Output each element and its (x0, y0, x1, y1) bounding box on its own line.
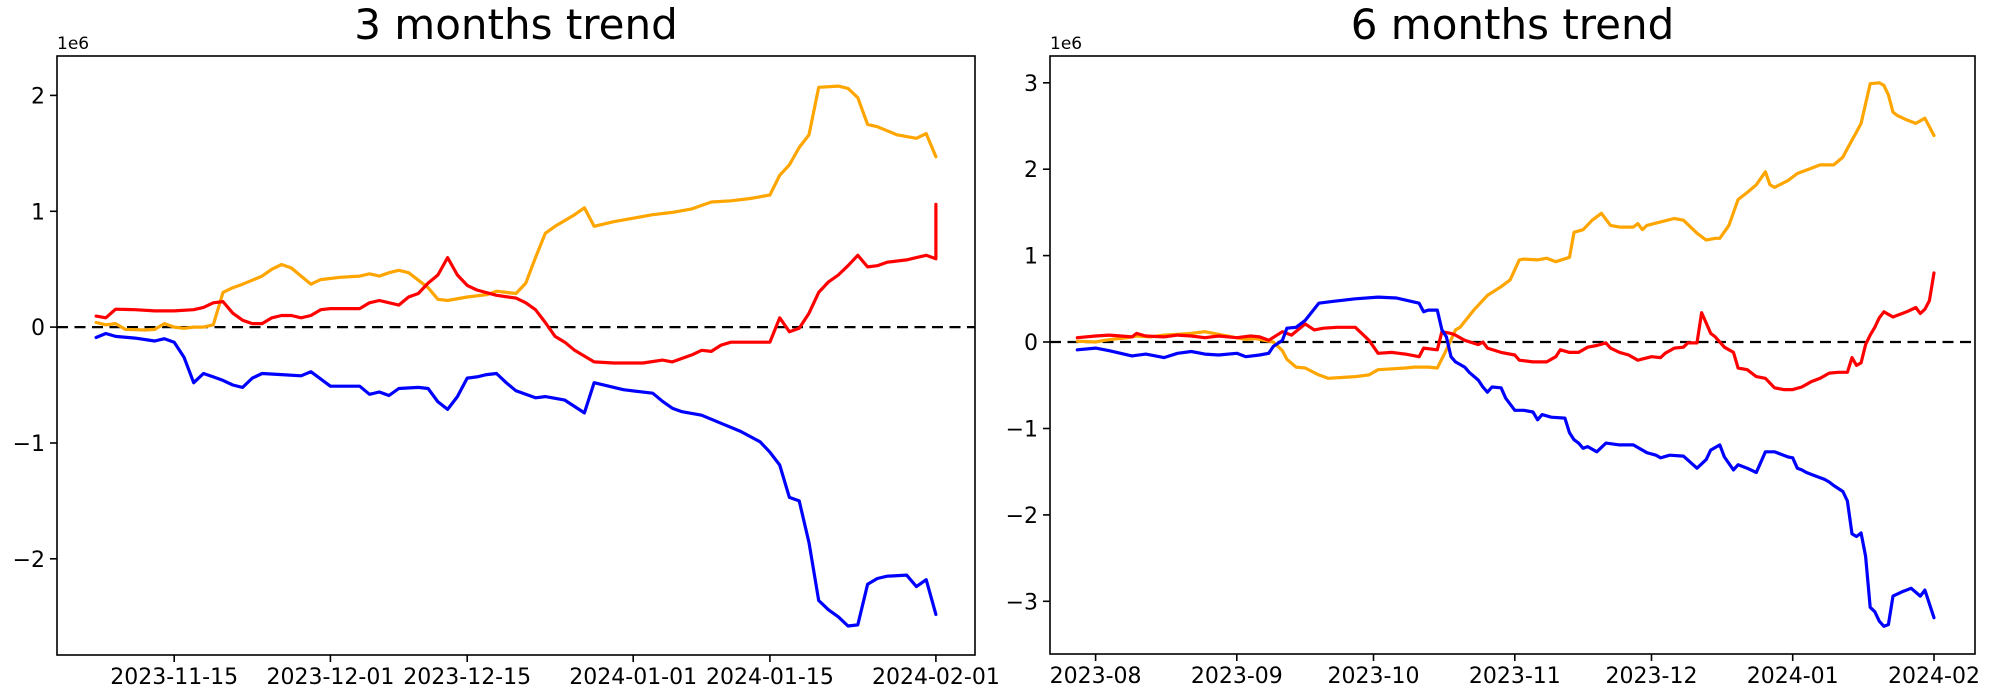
x-tick-label-6m: 2023-12 (1606, 664, 1698, 689)
x-tick-label-3m: 2023-12-15 (403, 665, 531, 690)
x-tick-label-3m: 2024-02-01 (872, 665, 1000, 690)
y-tick-label-6m: −3 (1006, 590, 1038, 615)
y-tick-label-3m: 2 (31, 84, 45, 109)
series-line-blue-3m (94, 331, 938, 628)
x-tick-label-6m: 2024-01 (1747, 664, 1839, 689)
y-tick-label-6m: 1 (1024, 245, 1038, 270)
series-line-red-6m (1075, 271, 1936, 392)
y-axis-offset-label-3-months: 1e6 (57, 34, 90, 54)
y-tick-label-3m: −2 (13, 548, 45, 573)
series-line-blue-6m (1075, 295, 1936, 628)
y-axis-offset-label-6-months: 1e6 (1050, 34, 1083, 54)
y-tick-label-3m: −1 (13, 432, 45, 457)
series-line-red-3m (94, 202, 938, 365)
y-tick-label-3m: 1 (31, 200, 45, 225)
x-tick-label-3m: 2024-01-01 (569, 665, 697, 690)
chart-title-6-months: 6 months trend (1350, 0, 1675, 49)
x-tick-label-3m: 2023-11-15 (110, 665, 238, 690)
y-tick-label-6m: 2 (1024, 158, 1038, 183)
x-tick-label-6m: 2023-11 (1469, 664, 1561, 689)
x-tick-label-6m: 2023-10 (1328, 664, 1420, 689)
x-tick-label-3m: 2024-01-15 (706, 665, 834, 690)
y-tick-label-3m: 0 (31, 316, 45, 341)
x-tick-label-6m: 2024-02 (1888, 664, 1980, 689)
x-tick-label-6m: 2023-08 (1050, 664, 1142, 689)
axes-box-3m (56, 55, 976, 656)
y-tick-label-6m: −1 (1006, 418, 1038, 443)
x-tick-label-6m: 2023-09 (1191, 664, 1283, 689)
y-tick-label-6m: 0 (1024, 331, 1038, 356)
series-line-orange-6m (1075, 81, 1936, 380)
x-tick-label-3m: 2023-12-01 (266, 665, 394, 690)
y-tick-label-6m: 3 (1024, 72, 1038, 97)
axes-box-6m (1049, 55, 1976, 655)
y-tick-label-6m: −2 (1006, 504, 1038, 529)
series-line-orange-3m (94, 84, 938, 332)
chart-title-3-months: 3 months trend (354, 0, 678, 49)
